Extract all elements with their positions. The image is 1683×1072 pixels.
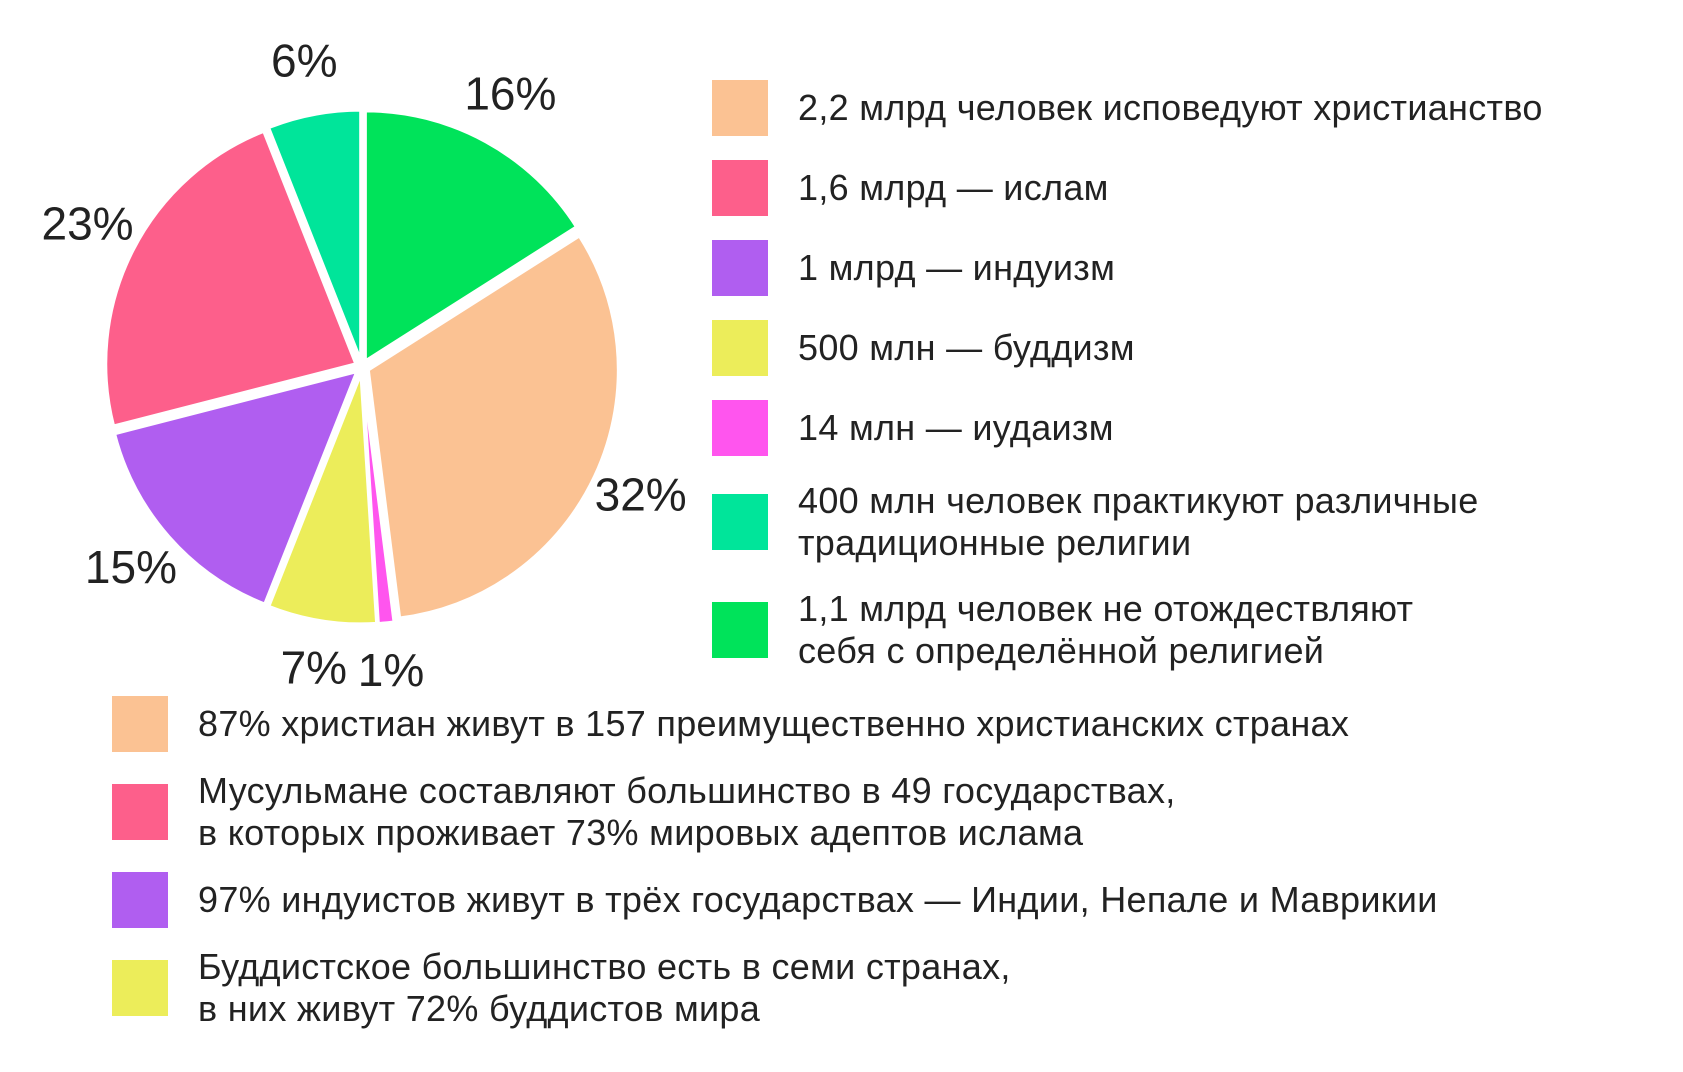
pie-slice-label: 1% [358,644,424,696]
note-swatch [112,784,168,840]
legend-item-traditional: 400 млн человек практикуют различные тра… [712,480,1672,564]
note-buddhists: Буддистское большинство есть в семи стра… [112,946,1672,1030]
notes-list: 87% христиан живут в 157 преимущественно… [112,696,1672,1048]
note-swatch [112,696,168,752]
note-christians: 87% христиан живут в 157 преимущественно… [112,696,1672,752]
pie-slice [266,108,363,361]
pie-slice-label: 6% [271,35,337,87]
legend-swatch [712,240,768,296]
pie-chart: 16% 32% 1%7% 15% 23% 6% [42,35,687,696]
pie-slice [363,109,579,364]
pie-slice [266,373,379,626]
legend-item-christianity: 2,2 млрд человек исповедуют христианство [712,80,1672,136]
legend-item-hinduism: 1 млрд — индуизм [712,240,1672,296]
legend: 2,2 млрд человек исповедуют христианство… [712,80,1672,696]
legend-swatch [712,160,768,216]
legend-swatch [712,80,768,136]
pie-slice-label: 7% [281,641,347,693]
legend-swatch [712,494,768,550]
note-text: Буддистское большинство есть в семи стра… [198,946,1011,1029]
note-text: 87% христиан живут в 157 преимущественно… [198,703,1350,744]
legend-label: 1,6 млрд — ислам [798,167,1109,208]
pie-slice-label: 23% [42,197,134,249]
pie-labels: 16% 32% 1%7% 15% 23% 6% [42,35,687,696]
pie-slice-label: 15% [85,541,177,593]
note-swatch [112,960,168,1016]
legend-label: 1,1 млрд человек не отождествляют себя с… [798,588,1414,671]
legend-item-unaffiliated: 1,1 млрд человек не отождествляют себя с… [712,588,1672,672]
pie-slice [104,129,358,428]
legend-label: 500 млн — буддизм [798,327,1135,368]
legend-swatch [712,400,768,456]
note-hindus: 97% индуистов живут в трёх государствах … [112,872,1672,928]
note-text: 97% индуистов живут в трёх государствах … [198,879,1438,920]
legend-label: 2,2 млрд человек исповедуют христианство [798,87,1543,128]
pie-slices [104,108,620,626]
legend-swatch [712,602,768,658]
note-swatch [112,872,168,928]
pie-slice [112,369,360,607]
note-muslims: Мусульмане составляют большинство в 49 г… [112,770,1672,854]
pie-slice [366,233,620,620]
legend-item-judaism: 14 млн — иудаизм [712,400,1672,456]
legend-label: 14 млн — иудаизм [798,407,1114,448]
legend-item-islam: 1,6 млрд — ислам [712,160,1672,216]
note-text: Мусульмане составляют большинство в 49 г… [198,770,1176,853]
pie-slice [361,373,396,626]
legend-swatch [712,320,768,376]
pie-slice-label: 32% [595,468,687,520]
pie-slice-label: 16% [464,67,556,119]
legend-item-buddhism: 500 млн — буддизм [712,320,1672,376]
legend-label: 1 млрд — индуизм [798,247,1116,288]
legend-label: 400 млн человек практикуют различные тра… [798,480,1479,563]
